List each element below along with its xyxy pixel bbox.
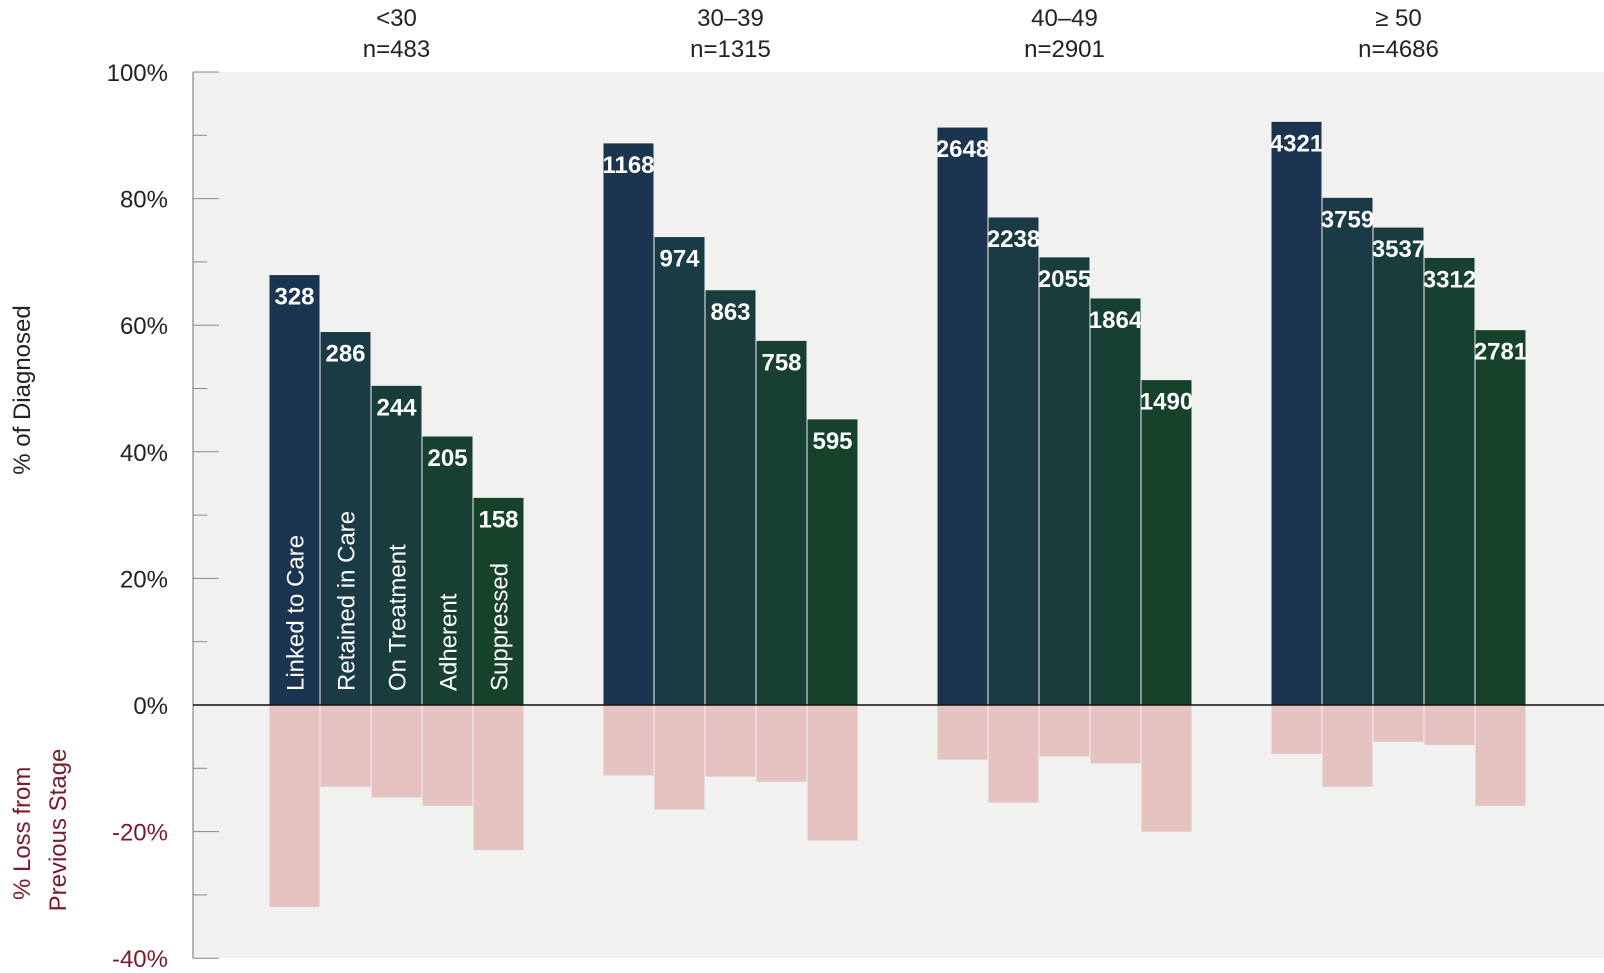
stage-bar xyxy=(1140,379,1193,706)
stage-bar xyxy=(1089,297,1142,706)
bar-count-label: 2238 xyxy=(987,226,1040,253)
stage-bar xyxy=(602,142,655,706)
loss-bar xyxy=(1423,704,1476,747)
stage-bar xyxy=(370,384,423,706)
loss-bar xyxy=(472,704,525,852)
stage-bar xyxy=(1321,196,1374,706)
loss-bar xyxy=(421,704,474,807)
bar-count-label: 286 xyxy=(325,341,365,368)
loss-bar xyxy=(319,704,372,788)
y-axis-title-negative-line1: % Loss from xyxy=(9,767,36,900)
loss-bar xyxy=(1321,704,1374,788)
bar-count-label: 1490 xyxy=(1140,389,1193,416)
y-tick-label: -20% xyxy=(112,820,168,847)
bar-count-label: 1168 xyxy=(602,152,654,179)
stage-bar xyxy=(987,216,1040,706)
stage-label: On Treatment xyxy=(385,544,412,691)
group-title: 40–49 xyxy=(1031,5,1098,32)
loss-bar xyxy=(1270,704,1323,755)
bar-count-label: 2648 xyxy=(936,136,989,163)
y-axis-title-negative: % Loss from Previous Stage xyxy=(9,749,72,912)
stage-label: Suppressed xyxy=(487,563,514,691)
stage-bar xyxy=(421,435,474,706)
loss-bar xyxy=(806,704,859,842)
bar-count-label: 595 xyxy=(812,428,852,455)
bar-count-label: 1864 xyxy=(1089,307,1143,334)
loss-bar xyxy=(755,704,808,783)
stage-label: Linked to Care xyxy=(283,535,310,691)
loss-bar xyxy=(1474,704,1527,807)
stage-label: Retained in Care xyxy=(334,511,361,691)
bar-count-label: 758 xyxy=(761,349,801,376)
y-tick-label: 100% xyxy=(107,60,168,87)
bar-count-label: 863 xyxy=(710,299,750,326)
y-axis-title-positive: % of Diagnosed xyxy=(9,305,36,474)
loss-bar xyxy=(1089,704,1142,765)
group-sample-size: n=483 xyxy=(363,36,430,63)
stage-bar xyxy=(1372,226,1425,706)
stage-bar xyxy=(1038,256,1091,706)
loss-bar xyxy=(268,704,321,909)
stage-bar xyxy=(755,339,808,706)
group-title: ≥ 50 xyxy=(1375,5,1422,32)
labels-layer: 100% 80% 60% 40% 20% 0% -20% -40% <30 n=483 328 Lin… xyxy=(107,5,1528,973)
bar-count-label: 3537 xyxy=(1372,236,1425,263)
y-tick-label: 20% xyxy=(120,566,168,593)
stage-bar xyxy=(1474,329,1527,706)
stage-bar xyxy=(806,418,859,706)
bar-count-label: 4321 xyxy=(1270,130,1323,157)
stage-label: Adherent xyxy=(436,593,463,691)
stage-bar xyxy=(268,274,321,706)
loss-bar xyxy=(936,704,989,761)
bar-count-label: 2781 xyxy=(1474,339,1527,366)
stage-bar xyxy=(704,289,757,706)
loss-bar xyxy=(987,704,1040,804)
bar-count-label: 158 xyxy=(478,506,518,533)
axis-layer xyxy=(192,71,219,959)
stage-bar xyxy=(1270,120,1323,706)
loss-bar xyxy=(1140,704,1193,833)
bar-count-label: 3312 xyxy=(1423,266,1476,293)
y-tick-label: 80% xyxy=(120,187,168,214)
bar-count-label: 3759 xyxy=(1321,206,1374,233)
group-sample-size: n=1315 xyxy=(690,36,771,63)
stage-bar xyxy=(319,331,372,706)
loss-bar xyxy=(1372,704,1425,743)
stage-bar xyxy=(936,126,989,706)
y-tick-label: 60% xyxy=(120,313,168,340)
stage-bar xyxy=(653,236,706,706)
stage-bar xyxy=(472,496,525,706)
bar-count-label: 974 xyxy=(659,246,700,273)
loss-bar xyxy=(370,704,423,799)
group-sample-size: n=4686 xyxy=(1358,36,1439,63)
loss-bar xyxy=(704,704,757,778)
stage-bar xyxy=(1423,256,1476,706)
y-tick-label: -40% xyxy=(112,946,168,973)
group-sample-size: n=2901 xyxy=(1024,36,1105,63)
loss-bar xyxy=(1038,704,1091,758)
loss-bar xyxy=(653,704,706,811)
bar-count-label: 244 xyxy=(376,394,417,421)
group-title: <30 xyxy=(376,5,417,32)
y-tick-label: 0% xyxy=(133,693,168,720)
loss-bar xyxy=(602,704,655,777)
bar-count-label: 328 xyxy=(274,284,314,311)
y-tick-label: 40% xyxy=(120,440,168,467)
bars-layer xyxy=(193,120,1604,909)
y-axis-title-negative-line2: Previous Stage xyxy=(45,749,72,912)
bar-count-label: 2055 xyxy=(1038,266,1091,293)
bar-count-label: 205 xyxy=(427,445,467,472)
group-title: 30–39 xyxy=(697,5,764,32)
